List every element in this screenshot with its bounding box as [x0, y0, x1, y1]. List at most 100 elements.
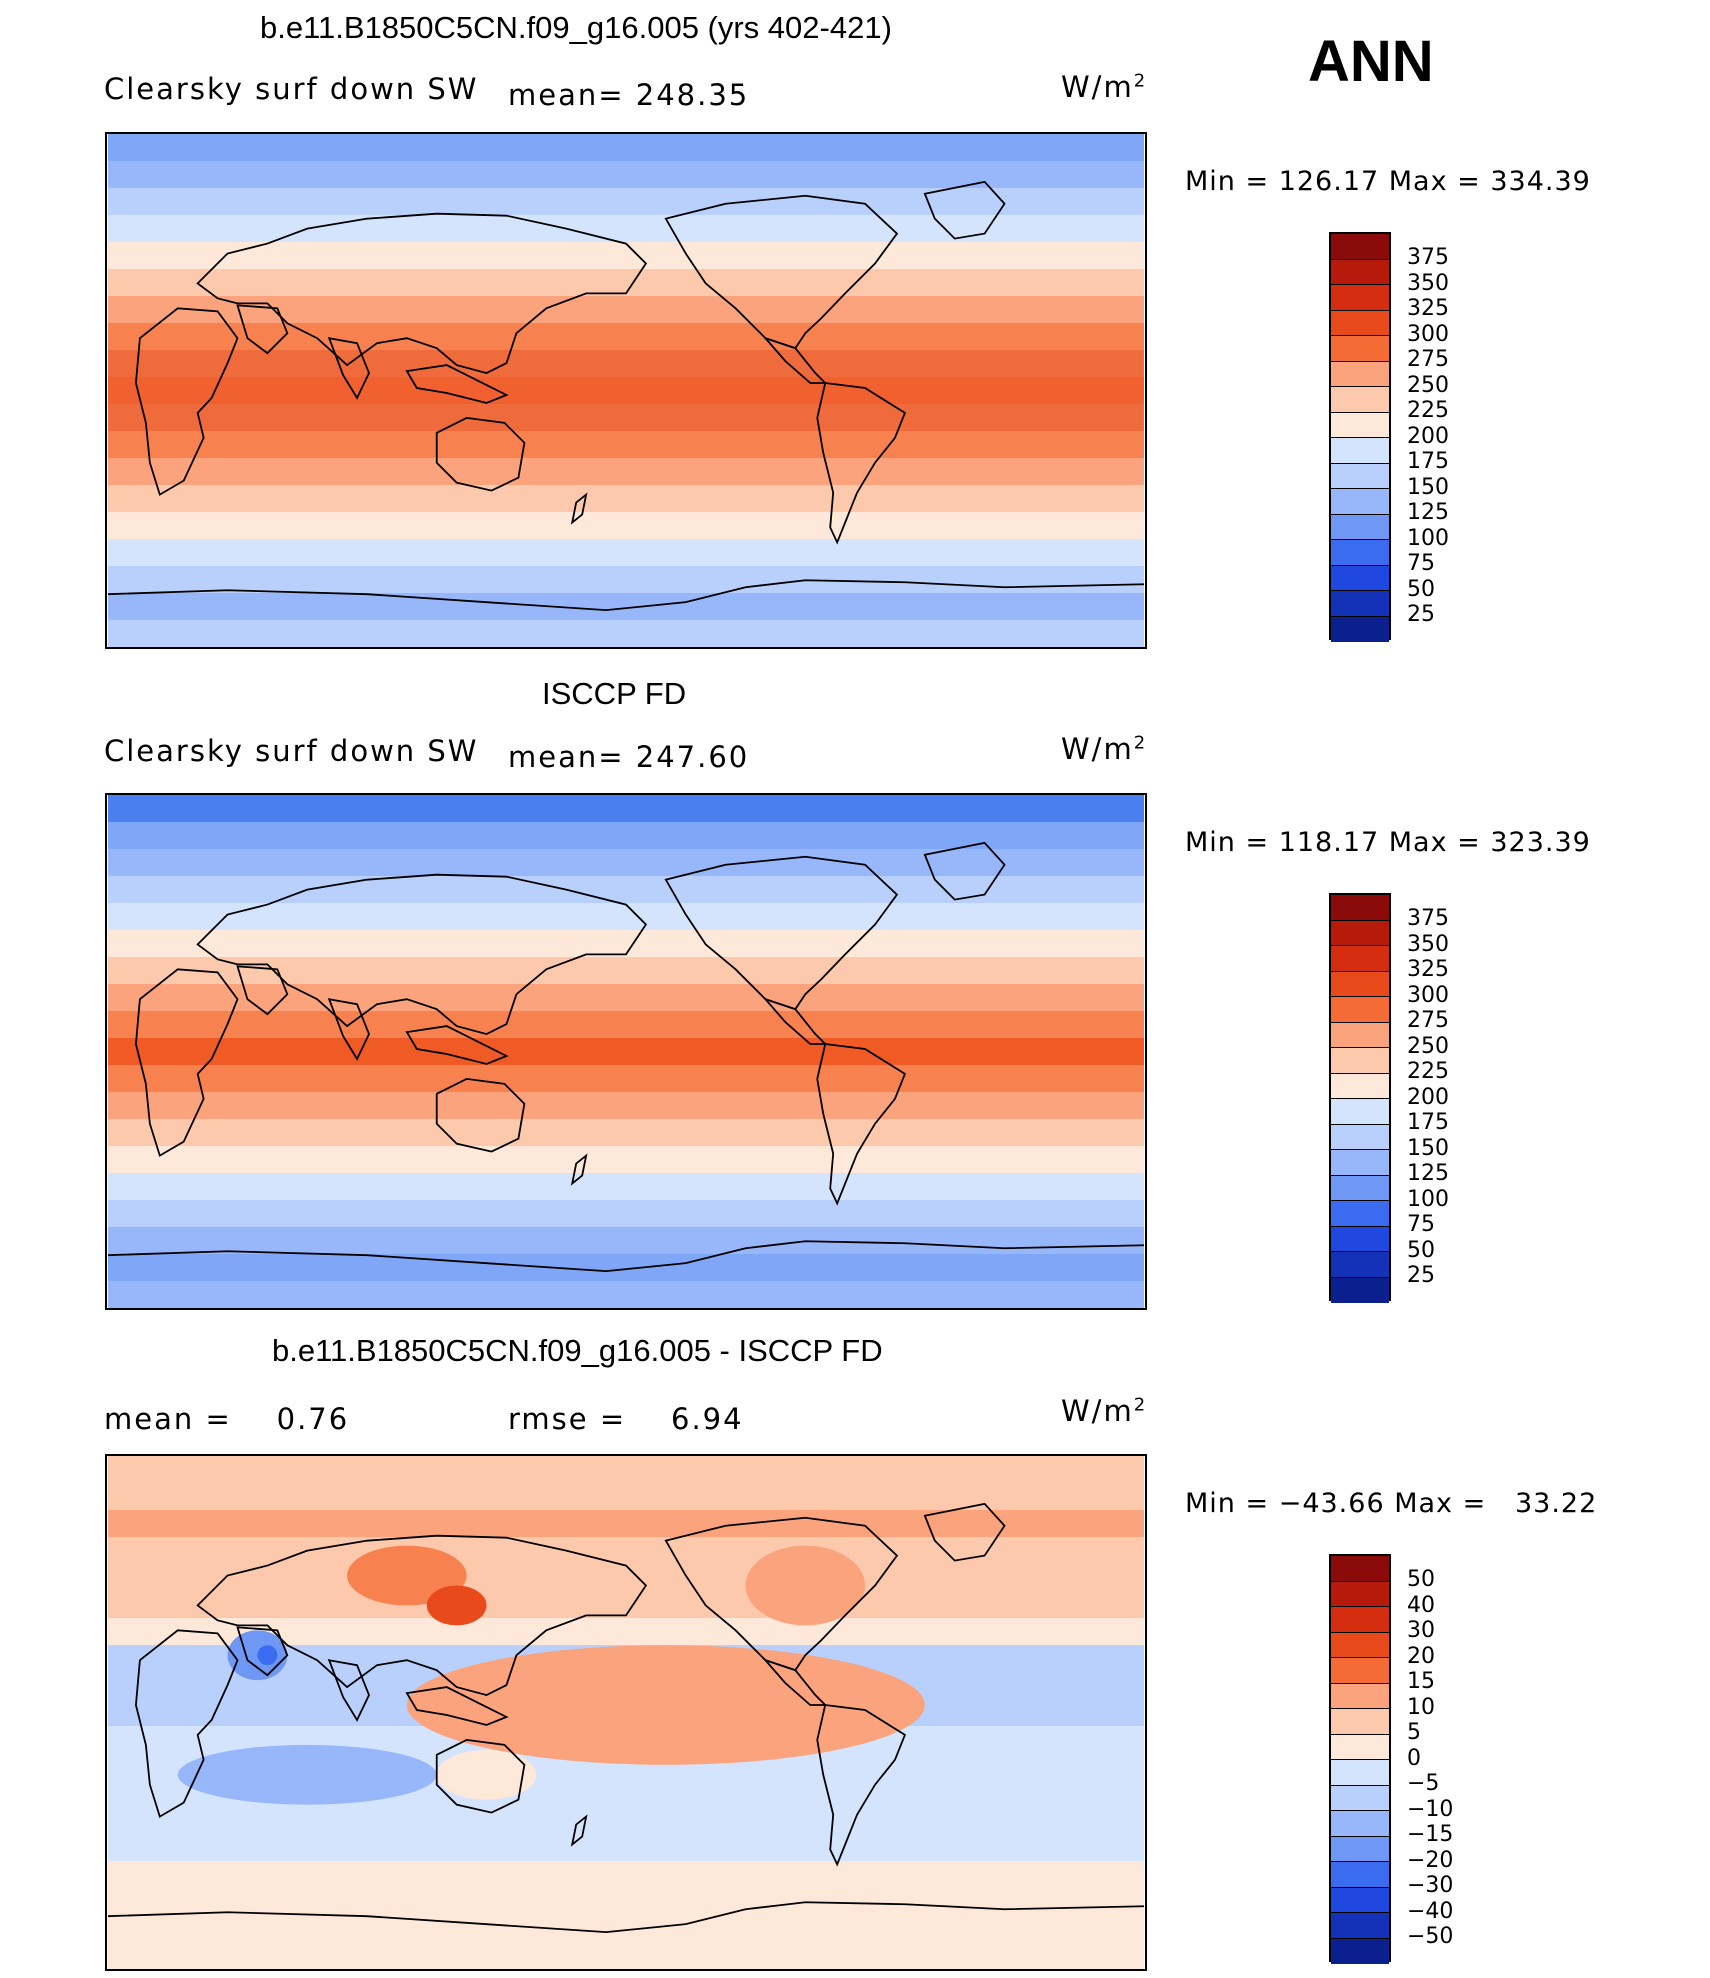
latitude-band — [108, 1509, 1144, 1539]
latitude-band — [108, 539, 1144, 568]
colorbar-tick-label: −5 — [1407, 1771, 1440, 1796]
colorbar-tick-label: 50 — [1407, 576, 1435, 602]
panel-3-rmse-label: rmse = 6.94 — [508, 1402, 744, 1436]
latitude-band — [108, 1226, 1144, 1255]
latitude-band — [108, 1807, 1144, 1836]
coastline — [107, 579, 1144, 612]
colorbar-tick-label: 325 — [1407, 296, 1449, 321]
colorbar-tick-label: 0 — [1407, 1745, 1421, 1771]
latitude-band — [108, 349, 1144, 378]
latitude-band — [108, 619, 1144, 647]
colorbar-swatch — [1331, 285, 1389, 311]
coastline — [405, 1686, 509, 1726]
colorbar-swatch — [1331, 565, 1389, 591]
colorbar-tick-label: 5 — [1407, 1720, 1421, 1745]
latitude-band — [108, 457, 1144, 486]
latitude-band — [108, 1146, 1144, 1175]
colorbar-tick-label: 50 — [1407, 1237, 1435, 1263]
coastline — [816, 1043, 907, 1206]
latitude-band — [108, 241, 1144, 270]
colorbar-swatch — [1331, 1607, 1389, 1633]
latitude-band — [108, 1887, 1144, 1916]
colorbar-tick-label: 25 — [1407, 1263, 1435, 1288]
panel-3-minmax: Min = −43.66 Max = 33.22 — [1185, 1488, 1598, 1519]
anomaly-region — [177, 1744, 437, 1805]
latitude-band — [108, 187, 1144, 217]
latitude-band — [108, 984, 1144, 1013]
colorbar-swatch — [1331, 895, 1389, 921]
coastline — [435, 1077, 526, 1153]
colorbar-swatch — [1331, 387, 1389, 413]
colorbar-swatch — [1331, 412, 1389, 438]
colorbar-tick-label: 50 — [1407, 1567, 1435, 1592]
colorbar-swatch — [1331, 1073, 1389, 1099]
colorbar-swatch — [1331, 1938, 1389, 1964]
latitude-band — [108, 1118, 1144, 1147]
colorbar-swatch — [1331, 310, 1389, 336]
coastline — [570, 1153, 588, 1186]
colorbar-swatch — [1331, 1734, 1389, 1760]
anomaly-region — [745, 1545, 866, 1626]
anomaly-region — [436, 1749, 537, 1800]
colorbar-swatch — [1331, 1277, 1389, 1303]
latitude-band — [108, 1038, 1144, 1067]
colorbar-tick-label: 225 — [1407, 398, 1449, 423]
colorbar-swatch — [1331, 259, 1389, 285]
colorbar-swatch — [1331, 1632, 1389, 1658]
panel-2-minmax: Min = 118.17 Max = 323.39 — [1185, 827, 1591, 858]
colorbar-swatch — [1331, 1581, 1389, 1607]
season-label: ANN — [1308, 29, 1434, 94]
colorbar-swatch — [1331, 1683, 1389, 1709]
coastline — [664, 194, 899, 350]
coastline — [923, 180, 1006, 240]
panel-2-title: ISCCP FD — [542, 676, 687, 711]
latitude-band — [108, 1172, 1144, 1201]
latitude-band — [108, 1254, 1144, 1283]
colorbar-swatch — [1331, 1811, 1389, 1837]
panel-2-mean-label: mean= 247.60 — [508, 740, 750, 774]
colorbar-tick-label: 375 — [1407, 906, 1449, 931]
colorbar-tick-label: 25 — [1407, 602, 1435, 627]
coastline — [816, 1704, 907, 1867]
coastline — [135, 968, 239, 1157]
latitude-band — [108, 593, 1144, 622]
coastline — [107, 1240, 1144, 1273]
colorbar-swatch — [1331, 1048, 1389, 1074]
colorbar-swatch — [1331, 1760, 1389, 1786]
colorbar-tick-label: 200 — [1407, 423, 1449, 449]
latitude-band — [108, 485, 1144, 514]
colorbar-2 — [1329, 893, 1391, 1303]
colorbar-tick-label: 300 — [1407, 982, 1449, 1008]
panel-3-mean-label: mean = 0.76 — [104, 1402, 350, 1436]
latitude-band — [108, 134, 1144, 163]
colorbar-swatch — [1331, 540, 1389, 566]
latitude-band — [108, 1092, 1144, 1121]
colorbar-tick-label: 300 — [1407, 321, 1449, 347]
colorbar-tick-label: 275 — [1407, 347, 1449, 372]
colorbar-swatch — [1331, 946, 1389, 972]
colorbar-swatch — [1331, 463, 1389, 489]
coastline — [405, 1025, 509, 1065]
coastline — [236, 1626, 289, 1677]
latitude-band — [108, 902, 1144, 931]
coastline — [816, 382, 907, 545]
colorbar-swatch — [1331, 1836, 1389, 1862]
colorbar-swatch — [1331, 1124, 1389, 1150]
colorbar-tick-label: 30 — [1407, 1618, 1435, 1643]
colorbar-tick-label: −30 — [1407, 1873, 1454, 1898]
colorbar-swatch — [1331, 1658, 1389, 1684]
panel-1-mean-label: mean= 248.35 — [508, 78, 750, 112]
coastline — [327, 1659, 370, 1722]
anomaly-region — [406, 1645, 925, 1765]
anomaly-region — [347, 1545, 467, 1606]
colorbar-swatch — [1331, 361, 1389, 387]
colorbar-tick-label: 125 — [1407, 500, 1449, 525]
colorbar-tick-label: 175 — [1407, 449, 1449, 474]
panel-1-units: W/m2 — [1061, 70, 1148, 104]
latitude-band — [108, 511, 1144, 540]
latitude-band — [108, 295, 1144, 324]
coastline — [196, 212, 648, 375]
colorbar-tick-label: 350 — [1407, 270, 1449, 296]
latitude-band — [108, 161, 1144, 190]
colorbar-tick-label: 100 — [1407, 525, 1449, 551]
